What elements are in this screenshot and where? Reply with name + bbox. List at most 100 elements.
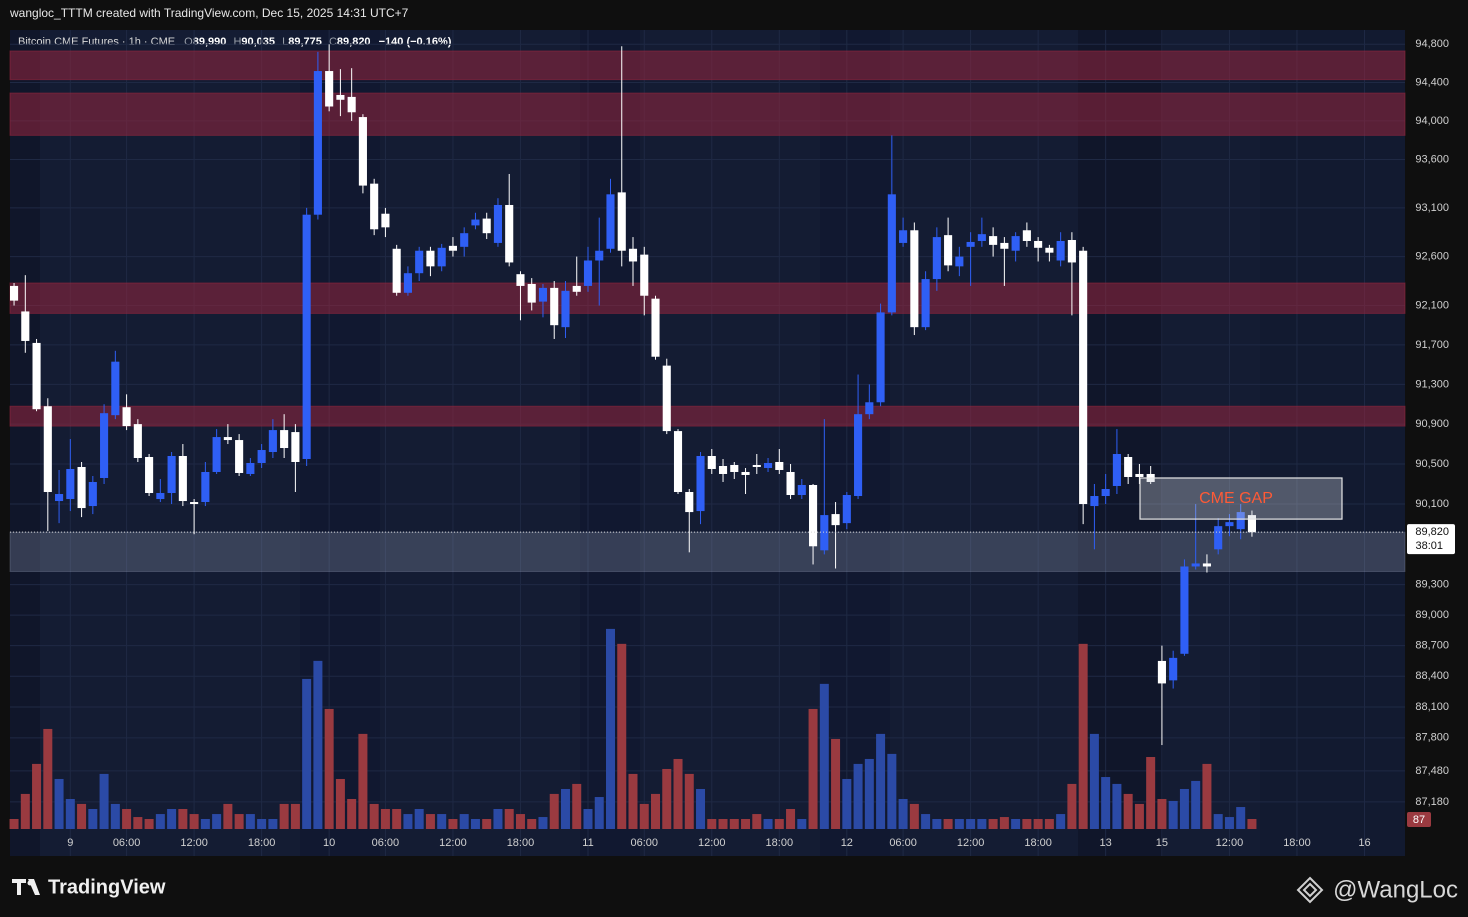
- candle-body: [1045, 247, 1054, 253]
- volume-bar: [1202, 763, 1212, 829]
- volume-bar: [819, 683, 829, 829]
- candle-body: [707, 456, 716, 469]
- watermark: @WangLoc: [1333, 876, 1458, 903]
- volume-bar: [245, 814, 255, 829]
- y-tick-label: 90,900: [1415, 418, 1449, 430]
- volume-bar: [594, 797, 604, 829]
- volume-label: 87: [1413, 814, 1425, 826]
- candle-body: [561, 290, 570, 328]
- volume-bar: [290, 803, 300, 829]
- x-tick-label: 12: [841, 837, 853, 849]
- volume-bar: [144, 818, 154, 829]
- attribution: wangloc_TTTM created with TradingView.co…: [9, 6, 409, 20]
- candle-body: [899, 230, 908, 243]
- volume-bar: [572, 783, 582, 829]
- ohlc-value: 90,035: [241, 36, 275, 48]
- candle-body: [370, 183, 379, 230]
- volume-bar: [898, 798, 908, 829]
- candle-body: [1067, 240, 1076, 263]
- volume-bar: [268, 818, 278, 829]
- candle-body: [291, 432, 300, 462]
- candle-body: [572, 285, 581, 292]
- x-tick-label: 12:00: [698, 837, 726, 849]
- candle-body: [831, 514, 840, 526]
- candle-body: [1124, 456, 1133, 477]
- x-tick-label: 12:00: [957, 837, 985, 849]
- candle-body: [493, 204, 503, 243]
- candle-body: [887, 194, 896, 313]
- volume-bar: [257, 818, 267, 829]
- candle-body: [876, 312, 885, 403]
- candle-body: [1000, 242, 1009, 249]
- x-tick-label: 12:00: [439, 837, 467, 849]
- candle-body: [809, 484, 818, 547]
- volume-label-bg: [1407, 811, 1431, 827]
- candle-body: [797, 484, 806, 496]
- volume-bar: [538, 817, 548, 829]
- ohlc-key: L: [282, 36, 288, 48]
- volume-bar: [1022, 818, 1032, 829]
- volume-bar: [77, 803, 87, 829]
- volume-bar: [9, 818, 19, 829]
- candle-body: [696, 456, 705, 512]
- candle-body: [325, 71, 334, 107]
- volume-bar: [1112, 783, 1122, 829]
- x-tick-label: 12:00: [1216, 837, 1244, 849]
- volume-bar: [234, 814, 244, 829]
- volume-bar: [448, 818, 458, 829]
- candle-body: [640, 254, 649, 296]
- y-tick-label: 93,100: [1415, 202, 1449, 214]
- session-band: [1078, 30, 1163, 856]
- volume-bar: [763, 818, 773, 829]
- brand: TradingView: [48, 876, 166, 898]
- candle-body: [944, 235, 953, 266]
- y-tick-label: 87,180: [1415, 796, 1449, 808]
- volume-bar: [853, 763, 863, 829]
- volume-bar: [335, 778, 345, 829]
- zone: [9, 531, 1406, 573]
- volume-bar: [1191, 780, 1201, 829]
- volume-bar: [347, 798, 357, 829]
- volume-bar: [43, 728, 53, 829]
- volume-bar: [54, 778, 64, 829]
- volume-bar: [1101, 777, 1111, 829]
- x-tick-label: 9: [67, 837, 73, 849]
- volume-bar: [1179, 788, 1189, 829]
- x-tick-label: 10: [323, 837, 335, 849]
- candle-body: [921, 279, 930, 328]
- volume-bar: [707, 818, 717, 829]
- x-tick-label: 18:00: [248, 837, 276, 849]
- volume-bar: [1033, 818, 1043, 829]
- candle-body: [280, 430, 289, 449]
- volume-bar: [909, 803, 919, 829]
- volume-bar: [774, 818, 784, 829]
- volume-bar: [504, 808, 514, 829]
- volume-bar: [729, 818, 739, 829]
- candle-body: [1180, 566, 1189, 654]
- y-tick-label: 87,480: [1415, 765, 1449, 777]
- candle-body: [820, 515, 829, 551]
- x-tick-label: 06:00: [889, 837, 917, 849]
- candle-body: [336, 94, 345, 100]
- x-tick-label: 06:00: [372, 837, 400, 849]
- volume-bar: [605, 628, 615, 829]
- candle-body: [426, 250, 435, 267]
- candle-body: [235, 440, 244, 473]
- volume-bar: [1146, 757, 1156, 829]
- candle-body: [1236, 512, 1245, 530]
- volume-bar: [167, 808, 177, 829]
- candle-body: [583, 260, 593, 286]
- volume-bar: [425, 814, 435, 829]
- volume-bar: [1067, 783, 1077, 829]
- volume-bar: [1011, 818, 1021, 829]
- candle-body: [302, 214, 311, 459]
- volume-bar: [1236, 807, 1246, 829]
- x-tick-label: 18:00: [1024, 837, 1052, 849]
- y-tick-label: 92,600: [1415, 250, 1449, 262]
- volume-bar: [617, 643, 627, 829]
- volume-bar: [966, 818, 976, 829]
- y-tick-label: 92,100: [1415, 299, 1449, 311]
- candle-body: [88, 481, 97, 507]
- candle-body: [516, 274, 525, 286]
